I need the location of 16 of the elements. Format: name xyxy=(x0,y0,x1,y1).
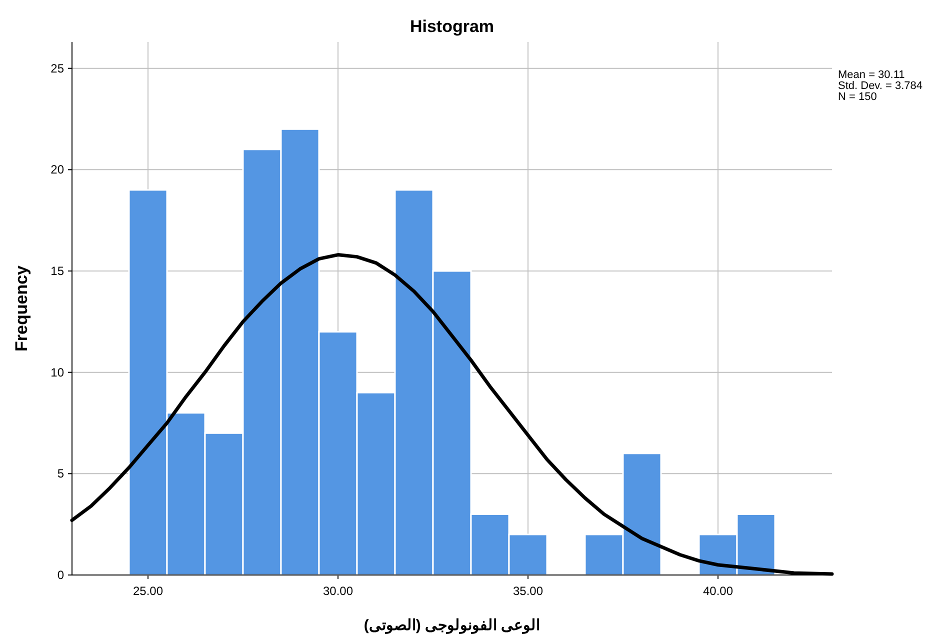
x-tick-label: 35.00 xyxy=(512,584,544,598)
x-tick-label: 30.00 xyxy=(322,584,354,598)
x-axis-title: الوعى الفونولوجى (الصوتى) xyxy=(364,617,540,634)
y-tick-label: 10 xyxy=(50,365,64,380)
x-tick-label: 40.00 xyxy=(702,584,734,598)
text: Mean = 30.11 xyxy=(838,69,905,81)
text: N = 150 xyxy=(838,91,877,103)
text: Std. Dev. = 3.784 xyxy=(838,80,922,92)
y-tick-label: 25 xyxy=(50,61,64,76)
y-axis-title: Frequency xyxy=(12,264,31,352)
y-tick-label: 20 xyxy=(50,162,64,177)
y-tick-label: 0 xyxy=(57,568,64,582)
y-tick-label: 5 xyxy=(57,466,64,481)
y-tick-label: 15 xyxy=(50,264,64,278)
chart-title: Histogram xyxy=(410,17,494,36)
x-tick-label: 25.00 xyxy=(132,584,164,598)
